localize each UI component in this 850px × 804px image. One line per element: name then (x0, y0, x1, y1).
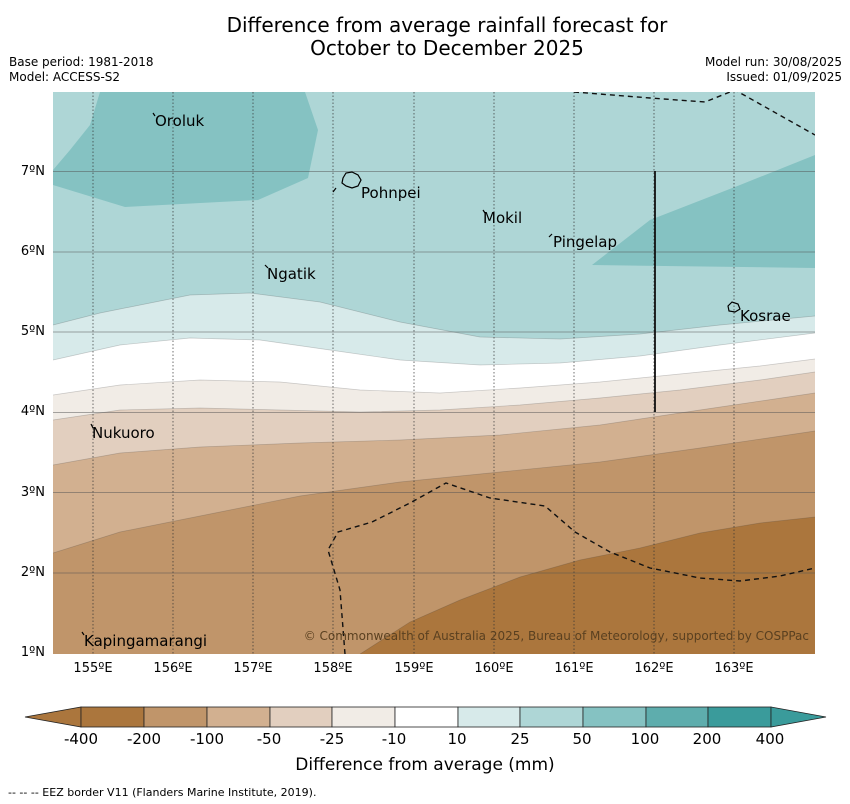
colorbar-bin-2 (143, 706, 208, 728)
colorbar-bin-7 (457, 706, 521, 728)
lon-tick-161e: 161ºE (554, 661, 594, 676)
colorbar (24, 706, 827, 728)
nukuoro-atoll (90, 423, 94, 429)
colorbar-label: 50 (572, 730, 592, 748)
kapingamarangi-atoll (81, 631, 85, 636)
lon-tick-162e: 162ºE (634, 661, 674, 676)
colorbar-label: -400 (63, 730, 99, 748)
lat-tick-6n: 6ºN (20, 244, 45, 259)
lat-tick-4n: 4ºN (20, 404, 45, 419)
map-title: Difference from average rainfall forecas… (0, 14, 850, 60)
pohnpei-islet (332, 187, 337, 193)
lon-tick-159e: 159ºE (394, 661, 434, 676)
lat-tick-5n: 5ºN (20, 324, 45, 339)
lon-tick-157e: 157ºE (233, 661, 273, 676)
lat-tick-1n: 1ºN (20, 645, 45, 660)
label-oroluk: Oroluk (155, 112, 204, 130)
mokil-atoll (482, 209, 486, 214)
lat-tick-2n: 2ºN (20, 565, 45, 580)
lat-tick-3n: 3ºN (20, 485, 45, 500)
colorbar-label: 200 (692, 730, 722, 748)
colorbar-bin-8 (519, 706, 584, 728)
copyright-notice: © Commonwealth of Australia 2025, Bureau… (304, 629, 809, 643)
zone-very-dry (360, 517, 815, 654)
pohnpei-island (341, 171, 362, 189)
colorbar-label: 100 (630, 730, 660, 748)
colorbar-bin-6 (394, 706, 459, 728)
colorbar-bin-9 (582, 706, 647, 728)
colorbar-extend-high (770, 706, 827, 728)
kosrae-island (727, 301, 741, 313)
colorbar-label: 400 (755, 730, 785, 748)
base-period: Base period: 1981-2018 (9, 55, 154, 69)
ngatik-atoll (264, 264, 269, 269)
colorbar-label: 25 (510, 730, 530, 748)
colorbar-label: 10 (447, 730, 467, 748)
issued-date: Issued: 01/09/2025 (726, 70, 842, 84)
meta-right: Model run: 30/08/2025 Issued: 01/09/2025 (705, 55, 842, 85)
colorbar-extend-low (24, 706, 82, 728)
colorbar-bin-5 (331, 706, 396, 728)
label-mokil: Mokil (483, 209, 522, 227)
zone-wet-100-east (592, 155, 815, 268)
meta-left: Base period: 1981-2018 Model: ACCESS-S2 (9, 55, 154, 85)
colorbar-label: -100 (189, 730, 225, 748)
colorbar-title: Difference from average (mm) (295, 755, 555, 775)
lon-tick-155e: 155ºE (73, 661, 113, 676)
label-ngatik: Ngatik (267, 265, 316, 283)
place-labels: Oroluk Pohnpei Mokil Pingelap Ngatik Kos… (84, 112, 791, 650)
oroluk-atoll (152, 112, 156, 117)
colorbar-bin-4 (269, 706, 333, 728)
contour-outlines (53, 292, 815, 654)
colorbar-bin-10 (645, 706, 709, 728)
colorbar-bin-11 (707, 706, 772, 728)
label-kosrae: Kosrae (740, 307, 791, 325)
colorbar-label: -25 (319, 730, 345, 748)
lon-tick-158e: 158ºE (313, 661, 353, 676)
label-nukuoro: Nukuoro (92, 424, 155, 442)
colorbar-bin-1 (80, 706, 145, 728)
parallel-gridlines (53, 171, 815, 574)
label-kapingamarangi: Kapingamarangi (84, 632, 207, 650)
pingelap-atoll (548, 233, 553, 238)
label-pingelap: Pingelap (553, 233, 617, 251)
meridian-gridlines (92, 92, 735, 654)
lat-tick-7n: 7ºN (20, 164, 45, 179)
model-run: Model run: 30/08/2025 (704, 55, 842, 69)
lon-tick-160e: 160ºE (474, 661, 514, 676)
title-line-1: Difference from average rainfall forecas… (226, 13, 668, 37)
colorbar-label: -50 (256, 730, 282, 748)
lon-tick-156e: 156ºE (153, 661, 193, 676)
zone-wet-100-northwest (53, 92, 318, 207)
title-line-2: October to December 2025 (310, 36, 584, 60)
lon-tick-163e: 163ºE (714, 661, 754, 676)
colorbar-bin-3 (206, 706, 271, 728)
island-markers (81, 112, 741, 636)
eez-footnote: -- -- -- EEZ border V11 (Flanders Marine… (8, 786, 317, 799)
label-pohnpei: Pohnpei (361, 184, 421, 202)
colorbar-label: -200 (126, 730, 162, 748)
map-plot-area: Oroluk Pohnpei Mokil Pingelap Ngatik Kos… (53, 92, 815, 654)
model-name: Model: ACCESS-S2 (9, 70, 121, 84)
colorbar-label: -10 (381, 730, 407, 748)
eez-borders (327, 92, 815, 654)
